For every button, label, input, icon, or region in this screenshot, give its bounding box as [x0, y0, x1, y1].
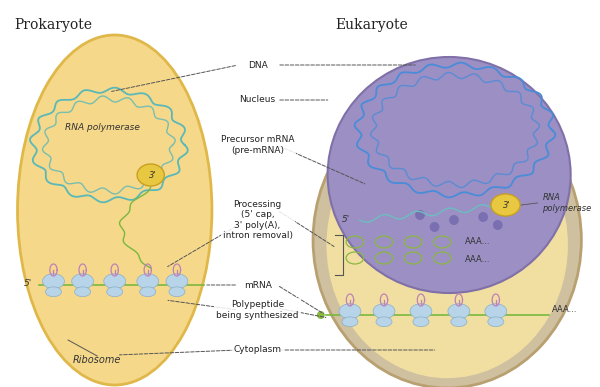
Text: 5': 5'	[24, 279, 32, 288]
Ellipse shape	[485, 304, 507, 319]
Ellipse shape	[342, 317, 358, 327]
Ellipse shape	[313, 92, 581, 387]
Circle shape	[317, 311, 325, 319]
Text: Nucleus: Nucleus	[239, 96, 275, 104]
Ellipse shape	[140, 287, 156, 296]
Ellipse shape	[451, 317, 467, 327]
Circle shape	[493, 220, 503, 230]
Ellipse shape	[104, 274, 125, 289]
Ellipse shape	[339, 304, 361, 319]
Circle shape	[449, 215, 459, 225]
Ellipse shape	[376, 317, 392, 327]
Ellipse shape	[17, 35, 212, 385]
Ellipse shape	[166, 274, 188, 289]
Ellipse shape	[373, 304, 395, 319]
Ellipse shape	[137, 274, 159, 289]
Text: 3': 3'	[149, 171, 157, 180]
Ellipse shape	[137, 164, 164, 186]
Circle shape	[430, 222, 439, 232]
Text: AAA...: AAA...	[464, 255, 490, 264]
Ellipse shape	[328, 57, 571, 293]
Text: Precursor mRNA
(pre-mRNA): Precursor mRNA (pre-mRNA)	[221, 135, 295, 155]
Circle shape	[415, 210, 425, 220]
Circle shape	[478, 212, 488, 222]
Text: 5': 5'	[342, 216, 350, 224]
Text: AAA...: AAA...	[552, 305, 578, 315]
Ellipse shape	[410, 304, 432, 319]
Ellipse shape	[46, 287, 61, 296]
Text: Eukaryote: Eukaryote	[335, 18, 408, 32]
Ellipse shape	[326, 112, 568, 378]
Ellipse shape	[413, 317, 429, 327]
Text: AAA...: AAA...	[464, 238, 490, 247]
Text: RNA polymerase: RNA polymerase	[65, 123, 140, 132]
Text: DNA: DNA	[248, 60, 268, 70]
Ellipse shape	[488, 317, 504, 327]
Text: Polypeptide
being synthesized: Polypeptide being synthesized	[217, 300, 299, 320]
Ellipse shape	[448, 304, 470, 319]
Ellipse shape	[491, 194, 520, 216]
Text: 3': 3'	[503, 202, 511, 211]
Text: Ribosome: Ribosome	[73, 355, 121, 365]
Text: Prokaryote: Prokaryote	[14, 18, 92, 32]
Ellipse shape	[43, 274, 64, 289]
Ellipse shape	[107, 287, 123, 296]
Ellipse shape	[169, 287, 185, 296]
Text: mRNA: mRNA	[244, 281, 272, 289]
Text: Processing
(5' cap,
3' poly(A),
intron removal): Processing (5' cap, 3' poly(A), intron r…	[223, 200, 293, 240]
Ellipse shape	[71, 274, 94, 289]
Text: RNA
polymerase: RNA polymerase	[542, 193, 592, 213]
Text: Cytoplasm: Cytoplasm	[233, 346, 281, 354]
Ellipse shape	[74, 287, 91, 296]
